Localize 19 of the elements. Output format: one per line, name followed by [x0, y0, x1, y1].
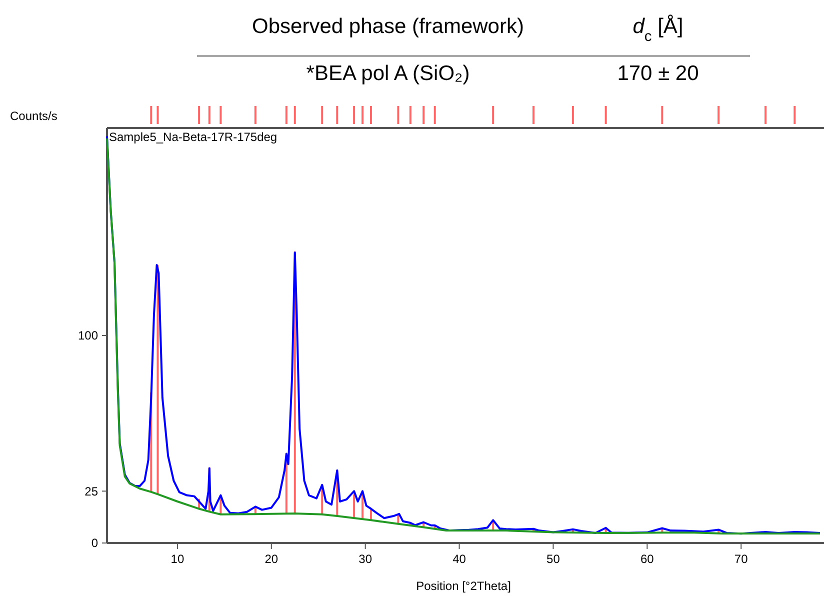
x-tick-label: 70: [734, 552, 748, 566]
y-tick-label: 100: [78, 328, 98, 343]
x-tick-label: 30: [358, 552, 372, 566]
text: d$_{c}$ [Å]: [632, 14, 684, 45]
bar: [156, 265, 159, 494]
annotation: Sample5_Na-Beta-17R-175deg: [109, 130, 278, 144]
x-tick-label: 60: [640, 552, 654, 566]
x-tick-label: 10: [170, 552, 184, 566]
y-tick-label: 25: [84, 484, 98, 498]
y-tick-label: 0: [91, 536, 98, 550]
x-tick-label: 20: [264, 552, 278, 566]
bar: [353, 494, 356, 518]
x-axis-title: Position [°2Theta]: [416, 579, 511, 593]
x-tick-label: 50: [546, 552, 560, 566]
text: 170 ± 20: [617, 62, 699, 85]
x-tick-label: 40: [452, 552, 466, 566]
text: *BEA pol A (SiO₂): [306, 62, 470, 85]
y-axis-title: Counts/s: [10, 109, 58, 123]
text: Observed phase (framework): [252, 15, 524, 38]
